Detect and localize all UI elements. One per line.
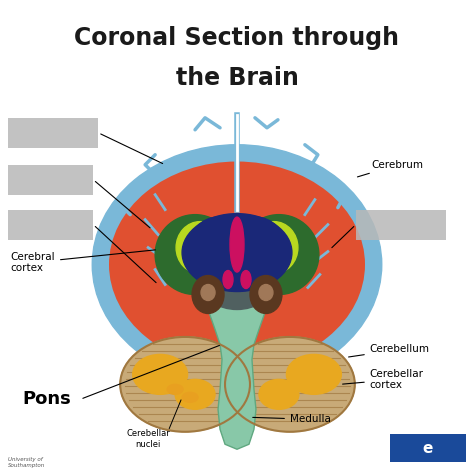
- Ellipse shape: [223, 270, 233, 289]
- Text: Pons: Pons: [22, 390, 71, 408]
- Ellipse shape: [201, 284, 215, 300]
- Bar: [9, 210, 93, 240]
- Bar: [9, 118, 98, 148]
- Ellipse shape: [188, 217, 248, 282]
- Text: Cerebellar
cortex: Cerebellar cortex: [343, 369, 424, 390]
- Ellipse shape: [192, 276, 224, 314]
- Ellipse shape: [225, 337, 355, 432]
- Ellipse shape: [202, 260, 272, 309]
- Text: Coronal Section through: Coronal Section through: [74, 26, 400, 50]
- Ellipse shape: [239, 215, 319, 294]
- Bar: [390, 434, 465, 462]
- Ellipse shape: [167, 384, 183, 394]
- Polygon shape: [208, 269, 266, 449]
- Ellipse shape: [107, 160, 367, 369]
- Ellipse shape: [182, 392, 198, 402]
- Ellipse shape: [250, 276, 282, 314]
- Ellipse shape: [250, 222, 298, 274]
- Text: Cerebellar
nuclei: Cerebellar nuclei: [126, 429, 170, 449]
- Bar: [9, 165, 93, 195]
- Text: the Brain: the Brain: [175, 66, 299, 90]
- Ellipse shape: [92, 145, 382, 384]
- Text: Cerebellum: Cerebellum: [348, 344, 430, 357]
- Ellipse shape: [133, 354, 188, 394]
- Ellipse shape: [120, 337, 250, 432]
- Ellipse shape: [182, 214, 292, 292]
- Ellipse shape: [230, 217, 244, 272]
- Text: University of
Southampton: University of Southampton: [9, 457, 46, 468]
- Ellipse shape: [175, 379, 215, 409]
- Ellipse shape: [241, 270, 251, 289]
- Ellipse shape: [286, 354, 341, 394]
- Text: Cerebral
cortex: Cerebral cortex: [10, 250, 155, 273]
- Text: Medulla: Medulla: [253, 414, 331, 424]
- Bar: [356, 210, 446, 240]
- Ellipse shape: [259, 379, 299, 409]
- Ellipse shape: [226, 217, 286, 282]
- Ellipse shape: [259, 284, 273, 300]
- Ellipse shape: [155, 215, 235, 294]
- Ellipse shape: [176, 222, 224, 274]
- Text: Cerebrum: Cerebrum: [357, 160, 424, 177]
- Text: e: e: [422, 441, 433, 456]
